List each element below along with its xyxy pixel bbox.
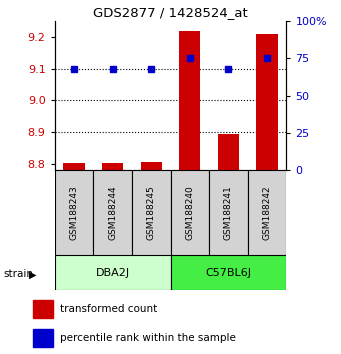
Title: GDS2877 / 1428524_at: GDS2877 / 1428524_at [93,6,248,19]
Bar [63,162,85,170]
Bar [218,133,239,170]
Bar [248,170,286,255]
Text: ▶: ▶ [29,269,36,279]
Bar [55,170,93,255]
Text: transformed count: transformed count [60,304,158,314]
Text: GSM188242: GSM188242 [263,185,272,240]
Text: GSM188244: GSM188244 [108,185,117,240]
Bar [93,170,132,255]
Bar [170,170,209,255]
Text: strain: strain [3,269,33,279]
Bar [55,255,170,290]
Bar [33,329,53,347]
Bar [140,162,162,170]
Bar [170,255,286,290]
Bar [256,34,278,170]
Bar [209,170,248,255]
Text: percentile rank within the sample: percentile rank within the sample [60,333,236,343]
Bar [33,301,53,319]
Bar [132,170,170,255]
Text: GSM188243: GSM188243 [69,185,78,240]
Text: GSM188241: GSM188241 [224,185,233,240]
Text: GSM188245: GSM188245 [147,185,156,240]
Bar [102,163,123,170]
Text: C57BL6J: C57BL6J [206,268,251,278]
Text: DBA2J: DBA2J [95,268,130,278]
Bar [179,31,201,170]
Text: GSM188240: GSM188240 [185,185,194,240]
